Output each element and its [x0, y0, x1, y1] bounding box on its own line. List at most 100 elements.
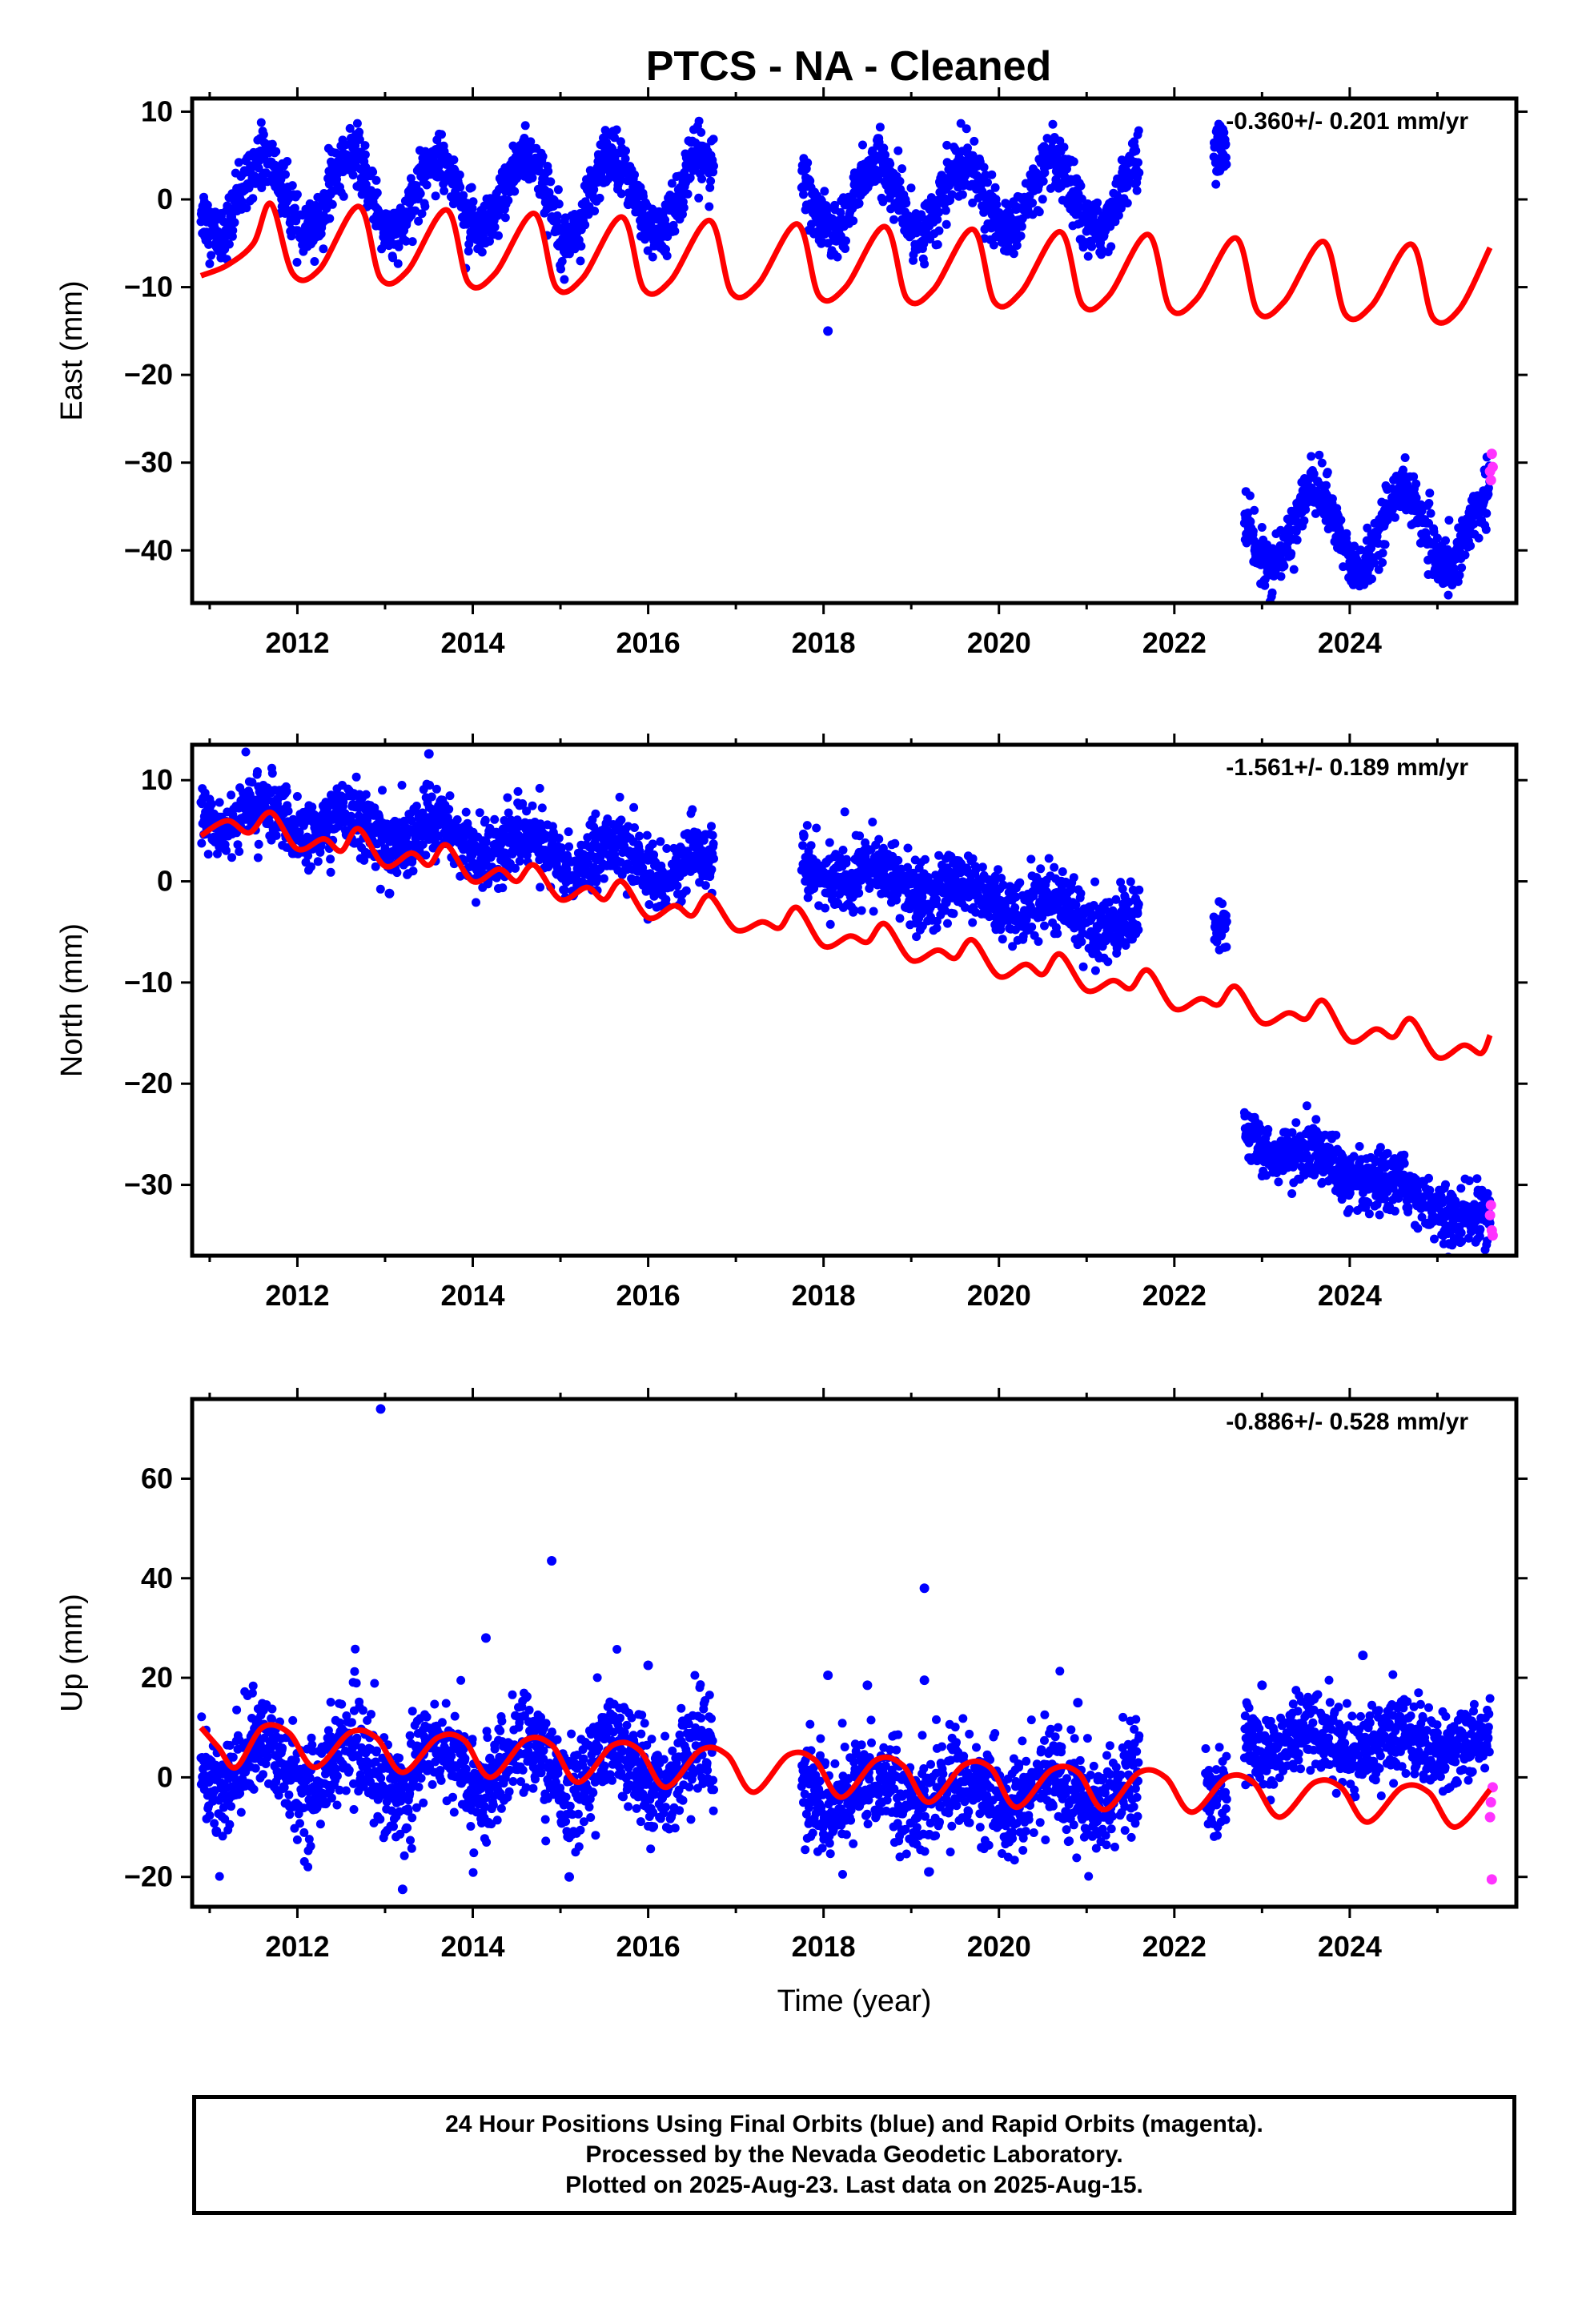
final-point — [1322, 480, 1331, 490]
final-point — [708, 830, 717, 840]
final-point — [1126, 877, 1135, 887]
final-point — [1106, 242, 1116, 251]
final-point — [361, 790, 371, 799]
final-point — [267, 769, 277, 778]
final-point — [518, 799, 528, 808]
final-point — [406, 174, 416, 183]
final-point — [351, 772, 361, 782]
final-point — [412, 802, 421, 810]
final-point — [553, 185, 563, 195]
final-point — [592, 873, 602, 883]
final-point — [998, 935, 1007, 944]
final-point — [467, 183, 476, 192]
final-point — [393, 259, 403, 268]
final-point — [455, 170, 464, 179]
final-point — [556, 843, 566, 853]
final-point — [402, 832, 412, 842]
final-point — [292, 190, 302, 199]
final-point — [629, 802, 639, 812]
final-point — [709, 854, 718, 863]
final-point — [1400, 453, 1410, 462]
final-point — [481, 837, 491, 846]
final-point — [427, 792, 436, 802]
final-point — [670, 227, 680, 236]
final-point — [576, 241, 586, 251]
final-point — [1299, 516, 1309, 525]
final-point — [411, 206, 420, 215]
east-rate-label: -0.360+/- 0.201 mm/yr — [1226, 108, 1468, 135]
final-point — [934, 207, 944, 217]
final-point — [200, 788, 210, 798]
final-point — [554, 199, 564, 209]
final-point — [956, 119, 966, 128]
final-point — [310, 257, 319, 266]
final-point — [933, 239, 942, 249]
final-point — [836, 207, 845, 217]
final-point — [1432, 533, 1442, 543]
final-point — [805, 176, 815, 186]
final-point — [615, 792, 624, 802]
final-point — [468, 203, 477, 213]
final-point — [854, 888, 864, 898]
final-point — [1211, 179, 1221, 189]
final-point — [1090, 877, 1100, 887]
final-point — [1378, 558, 1387, 567]
final-point — [709, 135, 718, 144]
final-point — [1367, 574, 1376, 584]
final-point — [1387, 484, 1397, 493]
final-point — [934, 226, 944, 235]
final-point — [841, 236, 850, 246]
final-point — [590, 207, 600, 215]
final-point — [371, 175, 381, 185]
final-point — [408, 866, 418, 876]
final-point — [326, 867, 335, 877]
final-point — [1028, 198, 1038, 207]
final-point — [1221, 139, 1231, 149]
final-point — [359, 855, 369, 865]
chart-title: PTCS - NA - Cleaned — [646, 43, 1052, 90]
final-point — [241, 747, 251, 757]
final-point — [468, 197, 478, 207]
final-point — [897, 164, 907, 174]
final-point — [705, 183, 715, 192]
final-point — [616, 858, 625, 867]
final-point — [979, 163, 989, 172]
final-point — [544, 167, 553, 176]
final-point — [475, 808, 484, 818]
final-point — [564, 827, 573, 837]
final-point — [1055, 136, 1065, 146]
final-point — [662, 251, 672, 260]
final-point — [347, 811, 355, 821]
final-point — [348, 171, 358, 180]
final-point — [841, 244, 850, 253]
final-point — [417, 209, 427, 219]
final-point — [630, 170, 639, 179]
final-point — [1103, 957, 1113, 967]
final-point — [1267, 588, 1277, 597]
final-point — [968, 918, 978, 927]
final-point — [368, 167, 378, 177]
final-point — [840, 807, 849, 817]
final-point — [994, 865, 1003, 875]
final-point — [1083, 251, 1093, 261]
final-point — [295, 827, 304, 837]
final-point — [1289, 565, 1299, 574]
final-point — [1460, 550, 1470, 560]
final-point — [1134, 158, 1142, 167]
final-point — [283, 157, 292, 166]
final-point — [1040, 168, 1050, 178]
final-point — [949, 909, 958, 919]
final-point — [556, 264, 565, 274]
final-point — [1069, 873, 1078, 883]
final-point — [319, 244, 328, 254]
east-final-orbit-points — [196, 116, 1498, 603]
final-point — [603, 814, 612, 823]
final-point — [500, 213, 510, 223]
final-point — [709, 161, 718, 171]
final-point — [679, 203, 689, 212]
final-point — [591, 809, 600, 818]
final-point — [855, 831, 865, 841]
final-point — [1221, 153, 1231, 163]
